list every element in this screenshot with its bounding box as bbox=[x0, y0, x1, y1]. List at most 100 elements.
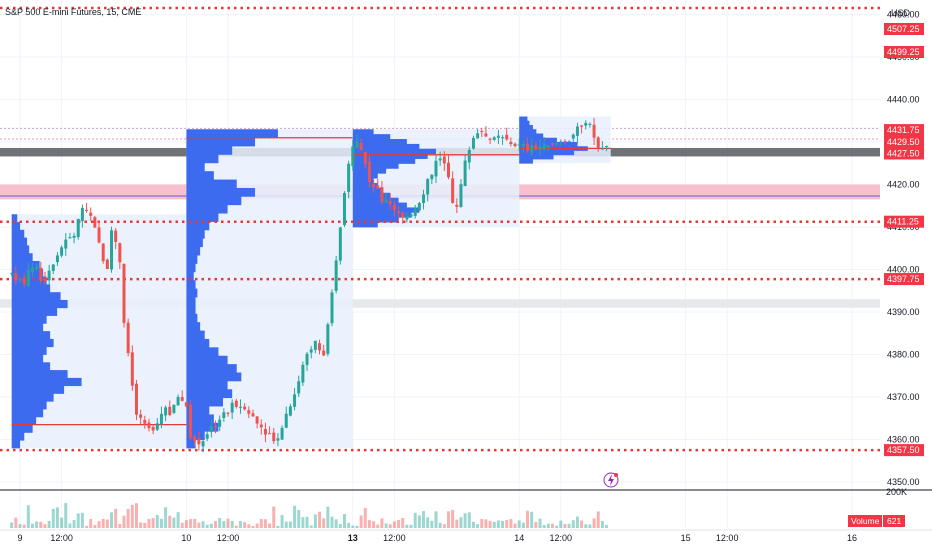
candle-body bbox=[442, 156, 446, 164]
volume-bar bbox=[22, 524, 26, 528]
volume-profile-row bbox=[352, 163, 399, 169]
volume-bar bbox=[176, 512, 180, 528]
volume-profile-row bbox=[352, 129, 374, 135]
candle-body bbox=[97, 227, 101, 243]
volume-bar bbox=[76, 513, 80, 528]
volume-bar bbox=[18, 524, 22, 528]
volume-bar bbox=[563, 523, 567, 528]
price-badge bbox=[884, 273, 924, 286]
volume-profile-row bbox=[519, 137, 557, 143]
volume-bar bbox=[446, 511, 450, 528]
volume-bar bbox=[168, 515, 172, 528]
volume-profile-row bbox=[11, 416, 37, 426]
volume-bar bbox=[247, 524, 251, 528]
candle-body bbox=[330, 292, 334, 324]
volume-bar bbox=[409, 524, 413, 528]
volume-profile-row bbox=[186, 263, 196, 273]
volume-bar bbox=[313, 514, 317, 528]
volume-bar bbox=[293, 505, 297, 528]
symbol-title[interactable]: S&P 500 E-mini Futures, 15, CME bbox=[5, 7, 141, 17]
volume-bar bbox=[280, 515, 284, 528]
volume-bar bbox=[526, 510, 530, 528]
volume-badge: Volume 621 bbox=[848, 515, 905, 527]
price-badge-label: 4411.25 bbox=[887, 217, 919, 227]
candle-body bbox=[60, 247, 64, 256]
volume-bar bbox=[47, 520, 51, 528]
candle-body bbox=[313, 340, 317, 350]
candle-body bbox=[580, 125, 584, 127]
price-badge-label: 4357.50 bbox=[887, 445, 920, 455]
volume-profile-row bbox=[186, 431, 205, 441]
candle-body bbox=[238, 406, 242, 408]
currency-label[interactable]: USD bbox=[891, 8, 911, 18]
price-badge-label: 4507.25 bbox=[887, 24, 920, 34]
candle-body bbox=[176, 396, 180, 406]
volume-profile-row bbox=[186, 338, 210, 348]
volume-bar bbox=[480, 519, 484, 528]
y-tick-label: 4380.00 bbox=[887, 350, 920, 360]
candle-body bbox=[293, 394, 297, 407]
volume-profile-row bbox=[186, 380, 228, 390]
volume-bar bbox=[555, 525, 559, 528]
volume-badge-value: 621 bbox=[887, 516, 901, 526]
candle-body bbox=[139, 414, 143, 418]
x-tick-label: 12:00 bbox=[550, 533, 573, 543]
volume-bar bbox=[130, 504, 134, 528]
candle-body bbox=[22, 277, 26, 284]
volume-bar bbox=[68, 523, 72, 528]
candle-body bbox=[64, 239, 68, 249]
candle-body bbox=[509, 141, 513, 145]
y-tick-label: 4370.00 bbox=[887, 392, 920, 402]
candle-body bbox=[363, 152, 367, 165]
volume-profile-row bbox=[11, 362, 51, 371]
candle-body bbox=[209, 426, 213, 433]
candle-body bbox=[367, 162, 371, 182]
volume-bar bbox=[110, 512, 114, 528]
price-badge-label: 4431.75 bbox=[887, 125, 920, 135]
candle-body bbox=[434, 160, 438, 177]
price-badge bbox=[884, 23, 924, 35]
volume-profile-row bbox=[11, 253, 33, 262]
volume-bar bbox=[159, 518, 163, 528]
volume-profile-row bbox=[186, 213, 219, 222]
candle-body bbox=[492, 137, 496, 140]
candle-body bbox=[76, 218, 80, 237]
volume-bar bbox=[114, 508, 118, 528]
volume-profile-row bbox=[11, 315, 47, 324]
candle-body bbox=[85, 209, 89, 211]
candle-body bbox=[438, 158, 442, 161]
volume-profile-row bbox=[186, 389, 233, 399]
volume-profile-row bbox=[186, 137, 256, 147]
volume-bar bbox=[276, 525, 280, 528]
candle-body bbox=[555, 143, 559, 145]
volume-profile-row bbox=[11, 299, 68, 309]
y-tick-label: 4420.00 bbox=[887, 180, 920, 190]
candle-body bbox=[309, 349, 313, 353]
volume-bar bbox=[97, 521, 101, 528]
volume-bar bbox=[376, 524, 380, 528]
price-badges-layer: 4507.25 4499.25 4411.25 4397.75 4357.50 4431.… bbox=[884, 23, 924, 457]
volume-bar bbox=[434, 511, 438, 528]
volume-bar bbox=[251, 525, 255, 528]
candle-body bbox=[517, 144, 521, 146]
lightning-icon[interactable] bbox=[603, 472, 619, 488]
candle-body bbox=[459, 184, 463, 208]
candle-body bbox=[426, 179, 430, 195]
volume-profile-row bbox=[11, 385, 65, 394]
volume-profile-row bbox=[186, 297, 196, 306]
price-badge bbox=[884, 147, 924, 160]
volume-profile-row bbox=[519, 116, 528, 122]
volume-bar bbox=[600, 520, 604, 528]
x-tick-label: 9 bbox=[17, 533, 22, 543]
volume-bar bbox=[501, 520, 505, 528]
candle-body bbox=[214, 425, 218, 427]
volume-bar bbox=[43, 524, 47, 528]
candle-body bbox=[600, 148, 604, 150]
volume-profile-row bbox=[11, 338, 54, 348]
volume-profile-row bbox=[11, 331, 51, 340]
candle-body bbox=[351, 146, 355, 167]
volume-bar bbox=[567, 523, 571, 528]
candle-body bbox=[288, 406, 292, 416]
